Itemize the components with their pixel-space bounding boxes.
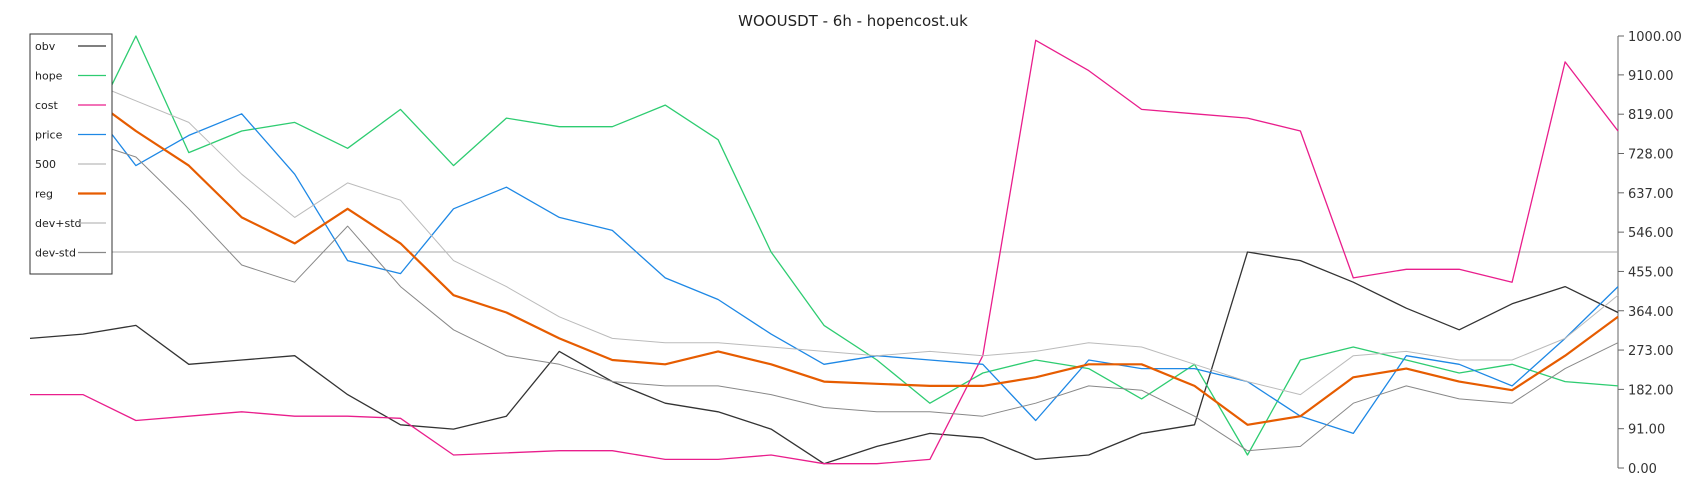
y-tick-label: 728.00	[1628, 148, 1674, 163]
y-tick-label: 1000.00	[1628, 30, 1682, 45]
y-tick-label: 0.00	[1628, 462, 1657, 477]
legend-box	[29, 33, 113, 275]
legend: obv hope cost price 500 reg dev+std dev-std	[29, 33, 113, 275]
y-tick-label: 637.00	[1628, 187, 1674, 202]
legend-label-cost: cost	[35, 99, 59, 112]
legend-label-500: 500	[35, 158, 56, 171]
legend-label-hope: hope	[35, 70, 63, 83]
series-line-dev-std	[29, 87, 1619, 452]
y-tick-label: 273.00	[1628, 344, 1674, 359]
chart-title: WOOUSDT - 6h - hopencost.uk	[738, 12, 968, 30]
y-tick-label: 91.00	[1628, 423, 1665, 438]
series-line-obv	[29, 251, 1619, 465]
y-tick-label: 910.00	[1628, 69, 1674, 84]
y-tick-label: 364.00	[1628, 305, 1674, 320]
y-tick-label: 182.00	[1628, 383, 1674, 398]
y-tick-label: 455.00	[1628, 265, 1674, 280]
series-line-hope	[29, 35, 1619, 456]
series-layer	[29, 35, 1619, 465]
legend-label-dev+std: dev+std	[35, 217, 82, 230]
series-line-cost	[30, 39, 1619, 465]
series-line-reg	[29, 69, 1619, 426]
legend-label-dev-std: dev-std	[35, 247, 76, 260]
legend-label-obv: obv	[35, 40, 56, 53]
legend-label-price: price	[35, 129, 63, 142]
series-line-price	[29, 95, 1619, 435]
y-tick-label: 819.00	[1628, 108, 1674, 123]
series-line-dev+std	[29, 52, 1619, 396]
y-axis-ticks: 1000.00 910.00 819.00 728.00 637.00 546.00 455…	[1618, 30, 1682, 477]
y-tick-label: 546.00	[1628, 226, 1674, 241]
legend-label-reg: reg	[35, 188, 53, 201]
